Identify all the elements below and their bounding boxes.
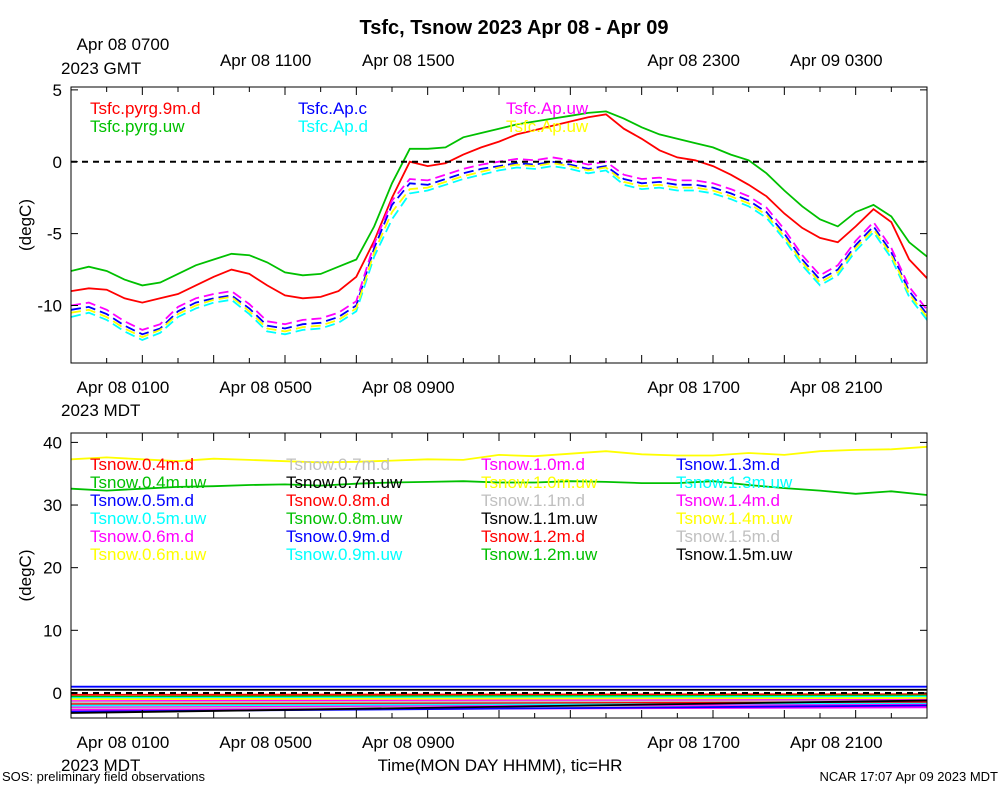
y-axis-label: (degC): [16, 550, 35, 602]
y-tick-label: 40: [43, 433, 62, 452]
legend-entry: Tsnow.0.4m.uw: [90, 473, 207, 492]
x-tick-label: Apr 08 1700: [647, 733, 740, 752]
top-x-tick-label: Apr 09 0300: [790, 51, 883, 70]
series-line-tsnow-1-2m-uw-1: [71, 480, 927, 496]
y-tick-label: 0: [53, 684, 62, 703]
top-x-tick-label: Apr 08 1100: [220, 51, 311, 70]
series-line-tsnow-0-9m-uw-11: [71, 702, 927, 707]
legend-entry: Tsfc.Ap.c: [298, 99, 367, 118]
series-line-tsnow-1-4m-uw-0: [71, 445, 927, 464]
y-tick-label: 0: [53, 153, 62, 172]
series-line-tsfc-ap-uw-5: [71, 162, 927, 339]
series-line-tsfc-pyrg-9m-d-0: [71, 113, 927, 304]
legend-entry: Tsnow.0.6m.uw: [90, 545, 207, 564]
legend-entry: Tsnow.0.6m.d: [90, 527, 194, 546]
top-x-tick-label: Apr 08 0700: [77, 35, 170, 54]
legend-entry: Tsnow.1.5m.d: [676, 527, 780, 546]
legend-entry: Tsnow.0.5m.d: [90, 491, 194, 510]
legend-entry: Tsnow.1.1m.uw: [481, 509, 598, 528]
legend-entry: Tsnow.0.8m.d: [286, 491, 390, 510]
legend-entry: Tsnow.1.4m.d: [676, 491, 780, 510]
legend-entry: Tsfc.pyrg.uw: [90, 117, 185, 136]
legend-entry: Tsnow.1.2m.uw: [481, 545, 598, 564]
y-tick-label: 5: [53, 81, 62, 100]
legend-entry: Tsfc.Ap.uw: [506, 99, 589, 118]
series-line-tsnow-0-5m-uw-6: [71, 695, 927, 699]
series-line-tsnow-0-4m-d-4: [71, 693, 927, 696]
legend-entry: Tsnow.0.9m.d: [286, 527, 390, 546]
series-line-tsnow-0-6m-uw-7: [71, 697, 927, 701]
legend-entry: Tsnow.1.1m.d: [481, 491, 585, 510]
x-tick-label: Apr 08 0100: [77, 378, 170, 397]
top-legend-layer: Tsfc.pyrg.9m.dTsfc.pyrg.uwTsfc.Ap.cTsfc.…: [90, 99, 589, 136]
top-x-timezone-label: 2023 GMT: [61, 59, 141, 78]
legend-entry: Tsnow.1.3m.d: [676, 455, 780, 474]
x-tick-label: Apr 08 0900: [362, 378, 455, 397]
y-tick-label: -5: [47, 225, 62, 244]
legend-entry: Tsnow.1.5m.uw: [676, 545, 793, 564]
legend-entry: Tsnow.1.2m.d: [481, 527, 585, 546]
series-line-tsfc-pyrg-uw-1: [71, 110, 927, 287]
legend-entry: Tsnow.0.8m.uw: [286, 509, 403, 528]
x-tick-label: Apr 08 1700: [647, 378, 740, 397]
y-tick-label: 20: [43, 559, 62, 578]
x-tick-label: Apr 08 2100: [790, 378, 883, 397]
x-timezone-label: 2023 MDT: [61, 401, 140, 420]
legend-entry: Tsnow.0.7m.uw: [286, 473, 403, 492]
legend-entry: Tsfc.Ap.d: [298, 117, 368, 136]
legend-entry: Tsnow.0.7m.d: [286, 455, 390, 474]
legend-entry: Tsnow.0.4m.d: [90, 455, 194, 474]
x-tick-label: Apr 08 0900: [362, 733, 455, 752]
legend-entry: Tsnow.1.4m.uw: [676, 509, 793, 528]
series-line-tsnow-0-4m-uw-5: [71, 694, 927, 698]
bottom-series-layer: [71, 445, 927, 714]
x-tick-label: Apr 08 0500: [219, 378, 312, 397]
legend-entry: Tsnow.0.5m.uw: [90, 509, 207, 528]
series-line-tsfc-ap-uw-4: [71, 156, 927, 331]
legend-entry: Tsnow.1.0m.uw: [481, 473, 598, 492]
bottom-axis-layer: 40 30 20 10 0 (degC) Apr 08 0100 Apr 08 0500 Apr…: [16, 432, 928, 775]
chart-title: Tsfc, Tsnow 2023 Apr 08 - Apr 09: [360, 17, 669, 39]
y-axis-label: (degC): [16, 199, 35, 251]
legend-entry: Tsnow.1.0m.d: [481, 455, 585, 474]
x-tick-label: Apr 08 0500: [219, 733, 312, 752]
x-timezone-label: 2023 MDT: [61, 756, 140, 775]
legend-entry: Tsnow.1.3m.uw: [676, 473, 793, 492]
bottom-panel: 40 30 20 10 0 (degC) Apr 08 0100 Apr 08 0500 Apr…: [16, 432, 928, 775]
legend-entry: Tsnow.0.9m.uw: [286, 545, 403, 564]
legend-entry: Tsfc.pyrg.9m.d: [90, 99, 201, 118]
legend-entry: Tsfc.Ap.uw: [506, 117, 589, 136]
footer-center: Time(MON DAY HHMM), tic=HR: [378, 756, 623, 775]
series-line-tsnow-0-6m-d-8: [71, 698, 927, 702]
x-tick-label: Apr 08 0100: [77, 733, 170, 752]
top-series-layer: [71, 110, 927, 341]
series-line-tsnow-0-7m-d-9: [71, 700, 927, 704]
series-line-tsfc-ap-c-2: [71, 160, 927, 336]
y-tick-label: 10: [43, 621, 62, 640]
y-tick-label: -10: [37, 297, 62, 316]
top-x-tick-label: Apr 08 1500: [362, 51, 455, 70]
series-line-tsfc-ap-d-3: [71, 165, 927, 341]
footer-right: NCAR 17:07 Apr 09 2023 MDT: [820, 769, 999, 784]
y-tick-label: 30: [43, 496, 62, 515]
top-axis-layer: 5 0 -5 -10 (degC) Apr 08 0100 Apr 08 0500 Apr 0…: [16, 35, 928, 420]
bottom-legend-layer: Tsnow.0.4m.dTsnow.0.4m.uwTsnow.0.5m.dTsn…: [90, 455, 793, 564]
footer-left: SOS: preliminary field observations: [2, 769, 206, 784]
top-x-tick-label: Apr 08 2300: [647, 51, 740, 70]
x-tick-label: Apr 08 2100: [790, 733, 883, 752]
top-panel: 5 0 -5 -10 (degC) Apr 08 0100 Apr 08 0500 Apr 0…: [16, 35, 928, 420]
